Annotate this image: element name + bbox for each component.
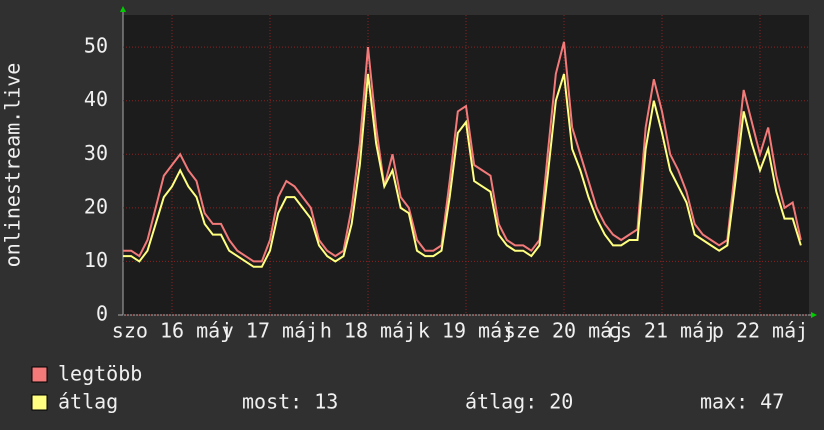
x-tick-label: h 18 máj — [320, 319, 416, 343]
y-tick-label: 0 — [96, 302, 108, 326]
stat-label: max: — [700, 390, 748, 414]
x-tick-label: v 17 máj — [222, 319, 318, 343]
legend-swatch — [31, 394, 48, 411]
stat-value: 20 — [549, 390, 573, 414]
x-tick-label: p 22 máj — [712, 319, 808, 343]
axis-arrow — [120, 6, 126, 12]
stat-value: 13 — [314, 390, 338, 414]
y-tick-label: 10 — [84, 248, 108, 272]
x-tick-label: k 19 máj — [418, 319, 514, 343]
y-tick-label: 40 — [84, 87, 108, 111]
stat-label: most: — [242, 390, 302, 414]
legend-label: legtöbb — [58, 362, 142, 386]
y-tick-label: 50 — [84, 34, 108, 58]
series-line — [123, 73, 802, 268]
y-axis-label: onlinestream.live — [1, 63, 25, 268]
legend-swatch — [31, 366, 48, 383]
stat-label: átlag: — [465, 390, 537, 414]
axis-arrow — [811, 312, 817, 318]
x-tick-label: szo 16 máj — [112, 319, 232, 343]
stat-value: 47 — [760, 390, 784, 414]
series-line — [123, 41, 802, 263]
y-tick-label: 20 — [84, 194, 108, 218]
x-tick-label: cs 21 máj — [608, 319, 716, 343]
x-tick-label: sze 20 máj — [504, 319, 624, 343]
legend-label: átlag — [58, 390, 118, 414]
y-tick-label: 30 — [84, 141, 108, 165]
